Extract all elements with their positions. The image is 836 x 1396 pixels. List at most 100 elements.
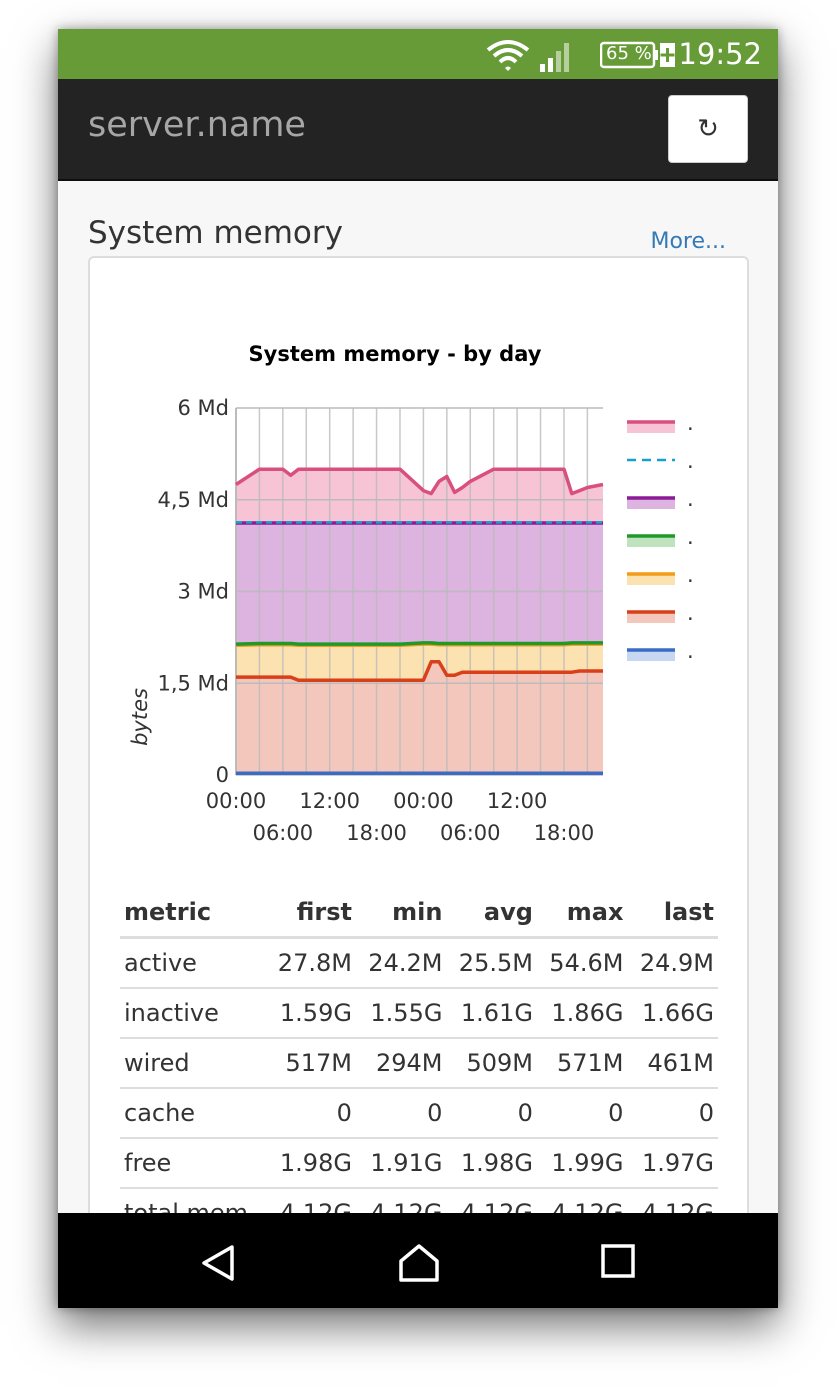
table-cell: 27.8M	[265, 937, 356, 989]
legend-swatch	[627, 650, 675, 661]
table-cell: 4.12G	[265, 1188, 356, 1213]
table-cell: 461M	[627, 1038, 718, 1089]
status-time: 19:52	[678, 37, 762, 71]
series-area	[236, 469, 603, 523]
table-row: active 27.8M 24.2M 25.5M 54.6M 24.9M	[120, 937, 718, 989]
table-row: inactive 1.59G 1.55G 1.61G 1.86G 1.66G	[120, 988, 718, 1039]
table-cell: free	[120, 1138, 266, 1189]
legend-label: .	[687, 411, 694, 435]
home-icon[interactable]	[398, 1243, 440, 1283]
table-cell: total mem	[120, 1188, 266, 1213]
section-title: System memory	[88, 215, 343, 251]
main-content[interactable]: System memory More... System memory - by…	[58, 181, 778, 1213]
table-cell: 1.59G	[265, 988, 356, 1039]
table-cell: wired	[120, 1038, 266, 1089]
x-tick-label: 18:00	[346, 821, 407, 845]
back-icon[interactable]	[198, 1243, 238, 1283]
more-link[interactable]: More...	[650, 229, 726, 254]
table-cell: cache	[120, 1088, 266, 1139]
table-cell: inactive	[120, 988, 266, 1039]
phone-frame: 65 % 19:52 server.name ↻ System memory M…	[58, 29, 778, 1308]
table-cell: 24.2M	[355, 937, 447, 989]
table-cell: 4.12G	[446, 1188, 537, 1213]
column-header: first	[265, 888, 356, 939]
table-row: free 1.98G 1.91G 1.98G 1.99G 1.97G	[120, 1138, 718, 1189]
y-tick-label: 6 Md	[178, 396, 230, 420]
table-header-row: metric first min avg max last	[120, 888, 718, 939]
table-cell: 294M	[355, 1038, 447, 1089]
table-cell: 1.86G	[536, 988, 628, 1039]
column-header: last	[627, 888, 718, 939]
table-cell: 1.97G	[627, 1138, 718, 1189]
table-cell: active	[120, 937, 266, 989]
x-tick-label: 00:00	[393, 789, 454, 813]
table-cell: 1.98G	[265, 1138, 356, 1189]
nav-bar	[58, 1213, 778, 1308]
x-tick-label: 06:00	[440, 821, 501, 845]
column-header: min	[355, 888, 447, 939]
column-header: max	[536, 888, 628, 939]
column-header: metric	[120, 888, 266, 939]
table-cell: 0	[627, 1088, 718, 1139]
table-cell: 54.6M	[536, 937, 628, 989]
legend-label: .	[687, 639, 694, 663]
legend-label: .	[687, 563, 694, 587]
y-tick-label: 0	[216, 763, 229, 787]
table-row: wired 517M 294M 509M 571M 461M	[120, 1038, 718, 1089]
y-tick-label: 4,5 Md	[157, 488, 229, 512]
legend-swatch	[627, 612, 675, 623]
recents-icon[interactable]	[600, 1243, 636, 1279]
refresh-button[interactable]: ↻	[668, 95, 748, 163]
series-area	[236, 523, 603, 645]
wifi-icon	[486, 40, 530, 71]
table-cell: 4.12G	[355, 1188, 447, 1213]
table-cell: 517M	[265, 1038, 356, 1089]
chart-ylabel: bytes	[128, 688, 152, 746]
x-tick-label: 12:00	[487, 789, 548, 813]
series-area	[236, 661, 603, 774]
legend-label: .	[687, 525, 694, 549]
table-cell: 0	[446, 1088, 537, 1139]
metrics-table: metric first min avg max last active 27.…	[120, 888, 718, 1213]
chart-title: System memory - by day	[249, 342, 542, 366]
table-row: total mem 4.12G 4.12G 4.12G 4.12G 4.12G	[120, 1188, 718, 1213]
table-cell: 24.9M	[627, 937, 718, 989]
legend-swatch	[627, 498, 675, 509]
table-cell: 4.12G	[536, 1188, 628, 1213]
table-cell: 0	[265, 1088, 356, 1139]
x-tick-label: 06:00	[253, 821, 314, 845]
battery-percentage: 65 %	[606, 43, 652, 64]
table-cell: 1.91G	[355, 1138, 447, 1189]
series-line	[235, 467, 604, 496]
status-bar: 65 % 19:52	[58, 29, 778, 79]
y-tick-label: 3 Md	[178, 580, 230, 604]
legend-swatch	[627, 422, 675, 433]
battery-charging-icon	[600, 41, 675, 69]
legend-swatch	[627, 574, 675, 585]
app-title: server.name	[88, 105, 306, 145]
legend-label: .	[687, 487, 694, 511]
table-cell: 571M	[536, 1038, 628, 1089]
x-tick-label: 00:00	[206, 789, 267, 813]
y-tick-label: 1,5 Md	[157, 671, 229, 695]
legend-swatch	[627, 536, 675, 547]
table-cell: 509M	[446, 1038, 537, 1089]
table-cell: 1.55G	[355, 988, 447, 1039]
table-cell: 1.61G	[446, 988, 537, 1039]
memory-chart: System memory - by day bytes 0 1,5 Md 3 Md…	[128, 342, 694, 845]
table-cell: 0	[355, 1088, 447, 1139]
series-line	[235, 641, 603, 646]
column-header: avg	[446, 888, 537, 939]
table-cell: 25.5M	[446, 937, 537, 989]
table-cell: 1.98G	[446, 1138, 537, 1189]
series-line	[236, 660, 603, 682]
legend-label: .	[687, 449, 694, 473]
memory-panel: System memory - by day bytes 0 1,5 Md 3 Md…	[88, 256, 749, 1213]
table-cell: 1.66G	[627, 988, 718, 1039]
refresh-icon: ↻	[697, 114, 719, 144]
table-row: cache 0 0 0 0 0	[120, 1088, 718, 1139]
table-cell: 4.12G	[627, 1188, 718, 1213]
table-cell: 0	[536, 1088, 628, 1139]
app-bar: server.name ↻	[58, 79, 778, 181]
legend-label: .	[687, 601, 694, 625]
